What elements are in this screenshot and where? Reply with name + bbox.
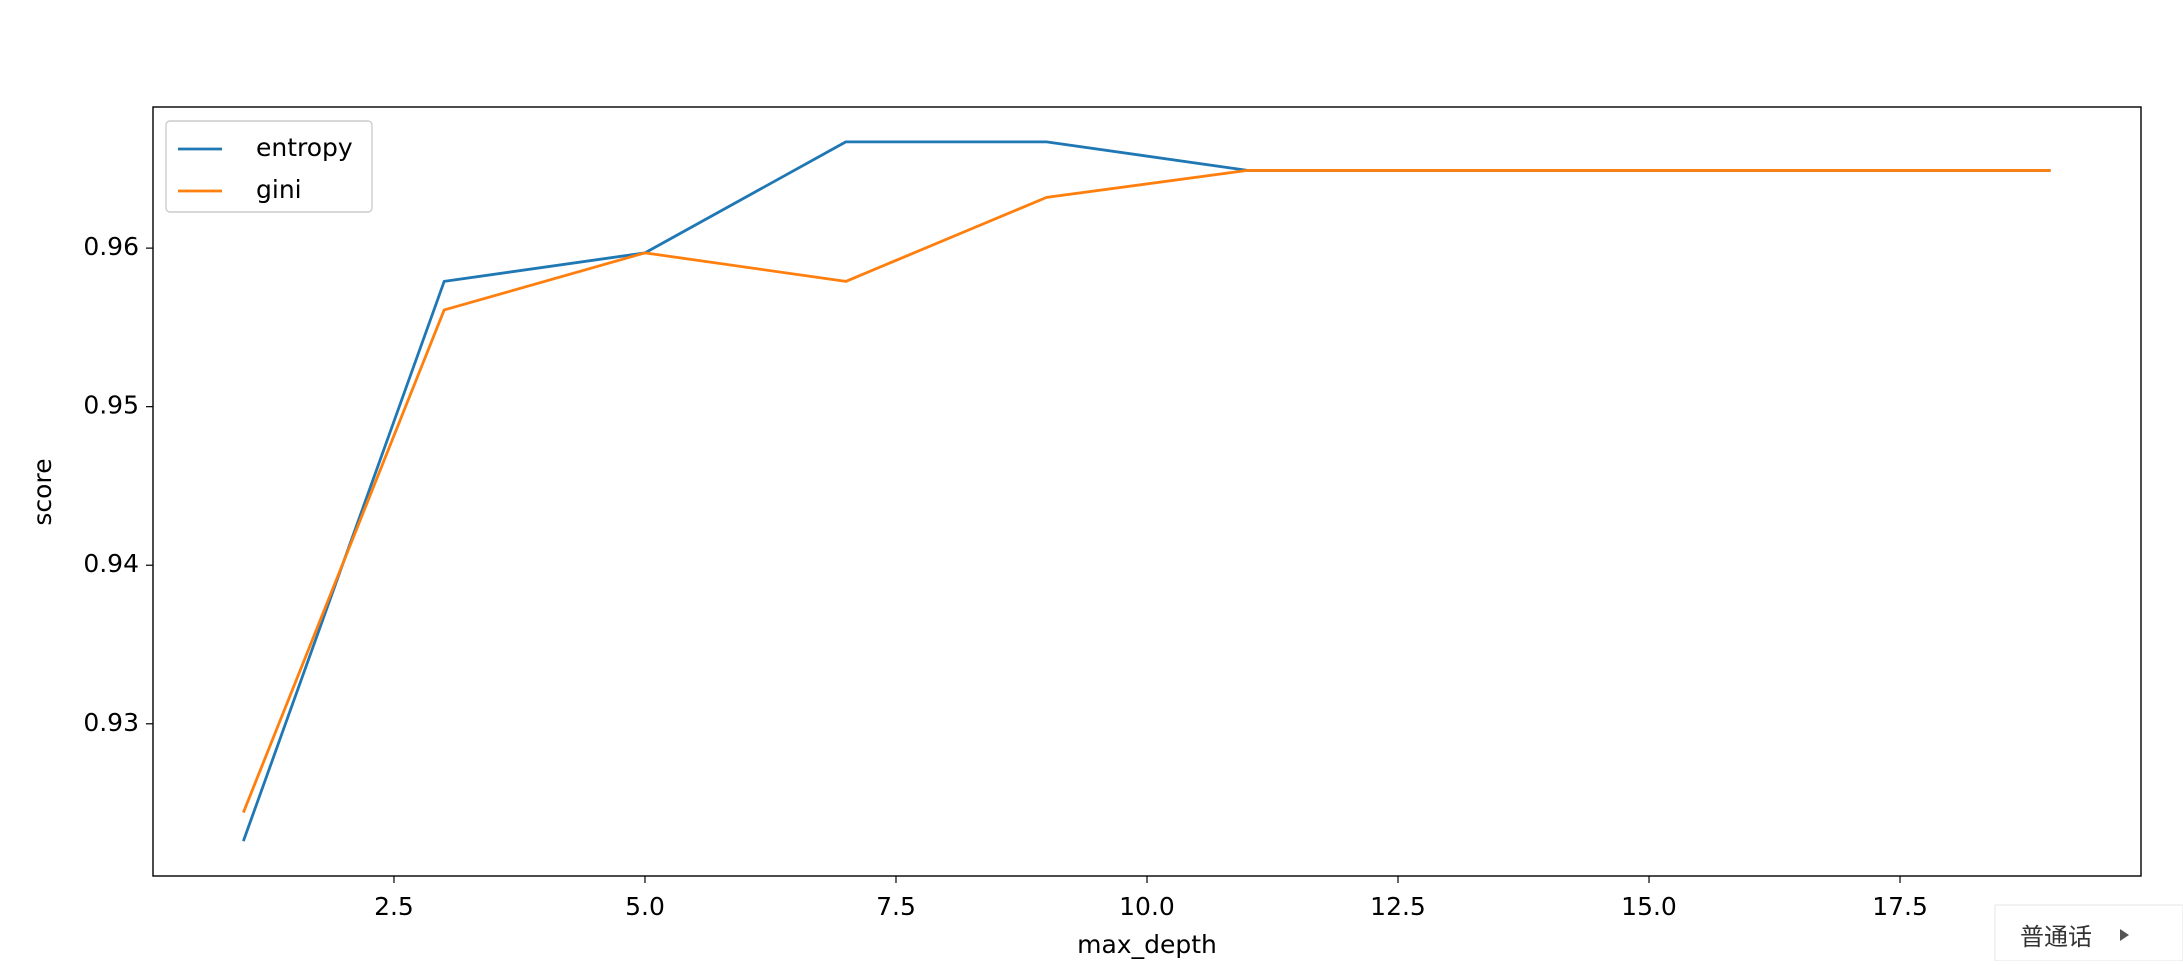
plot-frame (152, 106, 2142, 877)
x-tick-label: 5.0 (625, 892, 665, 921)
x-tick-label: 17.5 (1872, 892, 1928, 921)
y-tick-label: 0.93 (83, 708, 139, 737)
widget-arrow[interactable] (2120, 929, 2129, 941)
series-line (242, 169, 2051, 814)
y-tick-label: 0.96 (83, 232, 139, 261)
legend-label: entropy (256, 133, 353, 162)
x-tick-label: 10.0 (1119, 892, 1175, 921)
series-line (242, 140, 2051, 842)
x-tick-label: 12.5 (1370, 892, 1426, 921)
x-tick-label: 7.5 (876, 892, 916, 921)
widget-label[interactable]: 普通话 (2020, 923, 2092, 951)
widget[interactable] (1994, 904, 2183, 962)
y-tick-label: 0.95 (83, 391, 139, 420)
x-tick-label: 15.0 (1621, 892, 1677, 921)
x-tick-label: 2.5 (374, 892, 414, 921)
y-axis-label: score (28, 458, 57, 525)
x-axis-label: max_depth (1077, 930, 1217, 959)
legend-box (165, 120, 373, 213)
legend-label: gini (256, 175, 302, 204)
y-tick-label: 0.94 (83, 549, 139, 578)
